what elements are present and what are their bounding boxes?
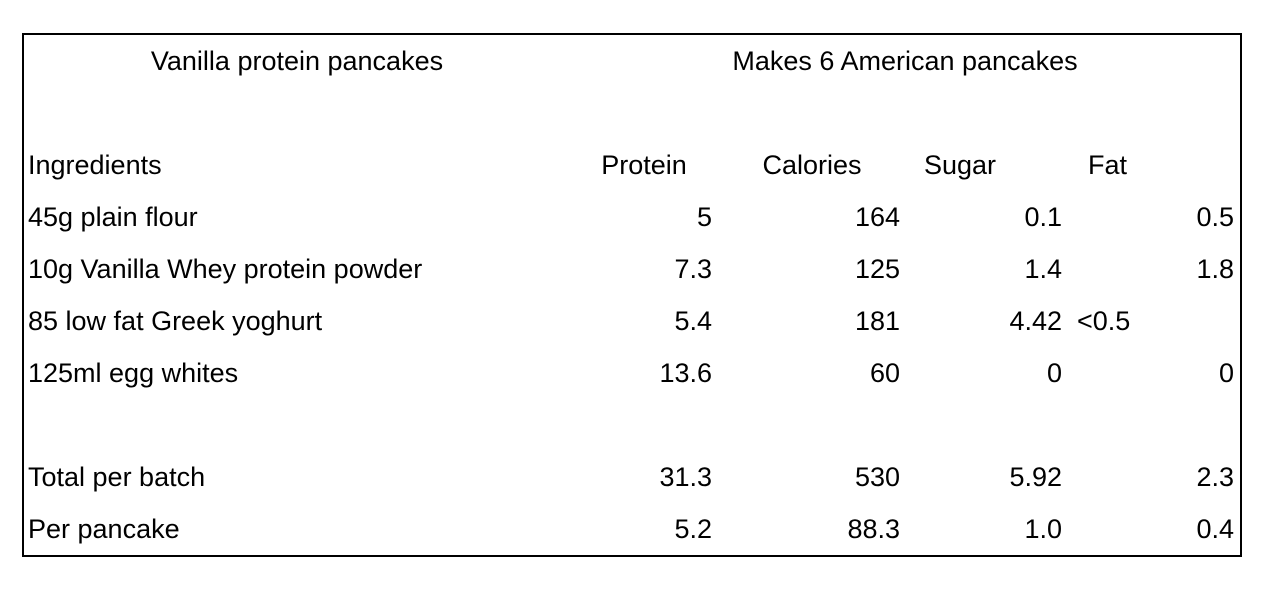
sugar-value: 1.0 (1024, 514, 1062, 544)
total-row: Total per batch 31.3 530 5.92 2.3 (24, 451, 1240, 503)
protein-value: 5.2 (674, 514, 712, 544)
header-row: Ingredients Protein Calories Sugar Fat (24, 139, 1240, 191)
sugar-value: 1.4 (1024, 254, 1062, 284)
table-row: 85 low fat Greek yoghurt 5.4 181 4.42 <0… (24, 295, 1240, 347)
table-row: 45g plain flour 5 164 0.1 0.5 (24, 191, 1240, 243)
column-header-ingredients: Ingredients (28, 150, 162, 180)
ingredient-name: 45g plain flour (28, 202, 198, 232)
column-header-calories: Calories (762, 150, 862, 180)
spacer-row (24, 87, 1240, 139)
protein-value: 7.3 (674, 254, 712, 284)
table-row: 10g Vanilla Whey protein powder 7.3 125 … (24, 243, 1240, 295)
ingredient-name: 85 low fat Greek yoghurt (28, 306, 323, 336)
column-header-fat: Fat (1087, 150, 1127, 180)
sugar-value: 5.92 (1009, 462, 1062, 492)
table-row: 125ml egg whites 13.6 60 0 0 (24, 347, 1240, 399)
calories-value: 60 (869, 358, 900, 388)
spacer-row (24, 399, 1240, 451)
sugar-value: 4.42 (1009, 306, 1062, 336)
fat-value: 1.8 (1196, 254, 1234, 284)
fat-value: 2.3 (1196, 462, 1234, 492)
ingredient-name: 10g Vanilla Whey protein powder (28, 254, 423, 284)
ingredient-name: 125ml egg whites (28, 358, 239, 388)
summary-label: Total per batch (28, 462, 206, 492)
fat-value: <0.5 (1077, 306, 1131, 336)
per-pancake-row: Per pancake 5.2 88.3 1.0 0.4 (24, 503, 1240, 555)
column-header-sugar: Sugar (923, 150, 997, 180)
calories-value: 181 (854, 306, 900, 336)
protein-value: 13.6 (659, 358, 712, 388)
title-row: Vanilla protein pancakes Makes 6 America… (24, 35, 1240, 87)
calories-value: 125 (854, 254, 900, 284)
fat-value: 0.4 (1196, 514, 1234, 544)
sugar-value: 0.1 (1024, 202, 1062, 232)
protein-value: 31.3 (659, 462, 712, 492)
column-header-protein: Protein (601, 150, 687, 180)
protein-value: 5 (696, 202, 712, 232)
recipe-title: Vanilla protein pancakes (150, 46, 444, 76)
nutrition-table: Vanilla protein pancakes Makes 6 America… (22, 33, 1242, 557)
protein-value: 5.4 (674, 306, 712, 336)
calories-value: 88.3 (847, 514, 900, 544)
calories-value: 164 (854, 202, 900, 232)
recipe-yield: Makes 6 American pancakes (732, 46, 1078, 76)
fat-value: 0.5 (1196, 202, 1234, 232)
fat-value: 0 (1218, 358, 1234, 388)
calories-value: 530 (854, 462, 900, 492)
sugar-value: 0 (1046, 358, 1062, 388)
summary-label: Per pancake (28, 514, 180, 544)
